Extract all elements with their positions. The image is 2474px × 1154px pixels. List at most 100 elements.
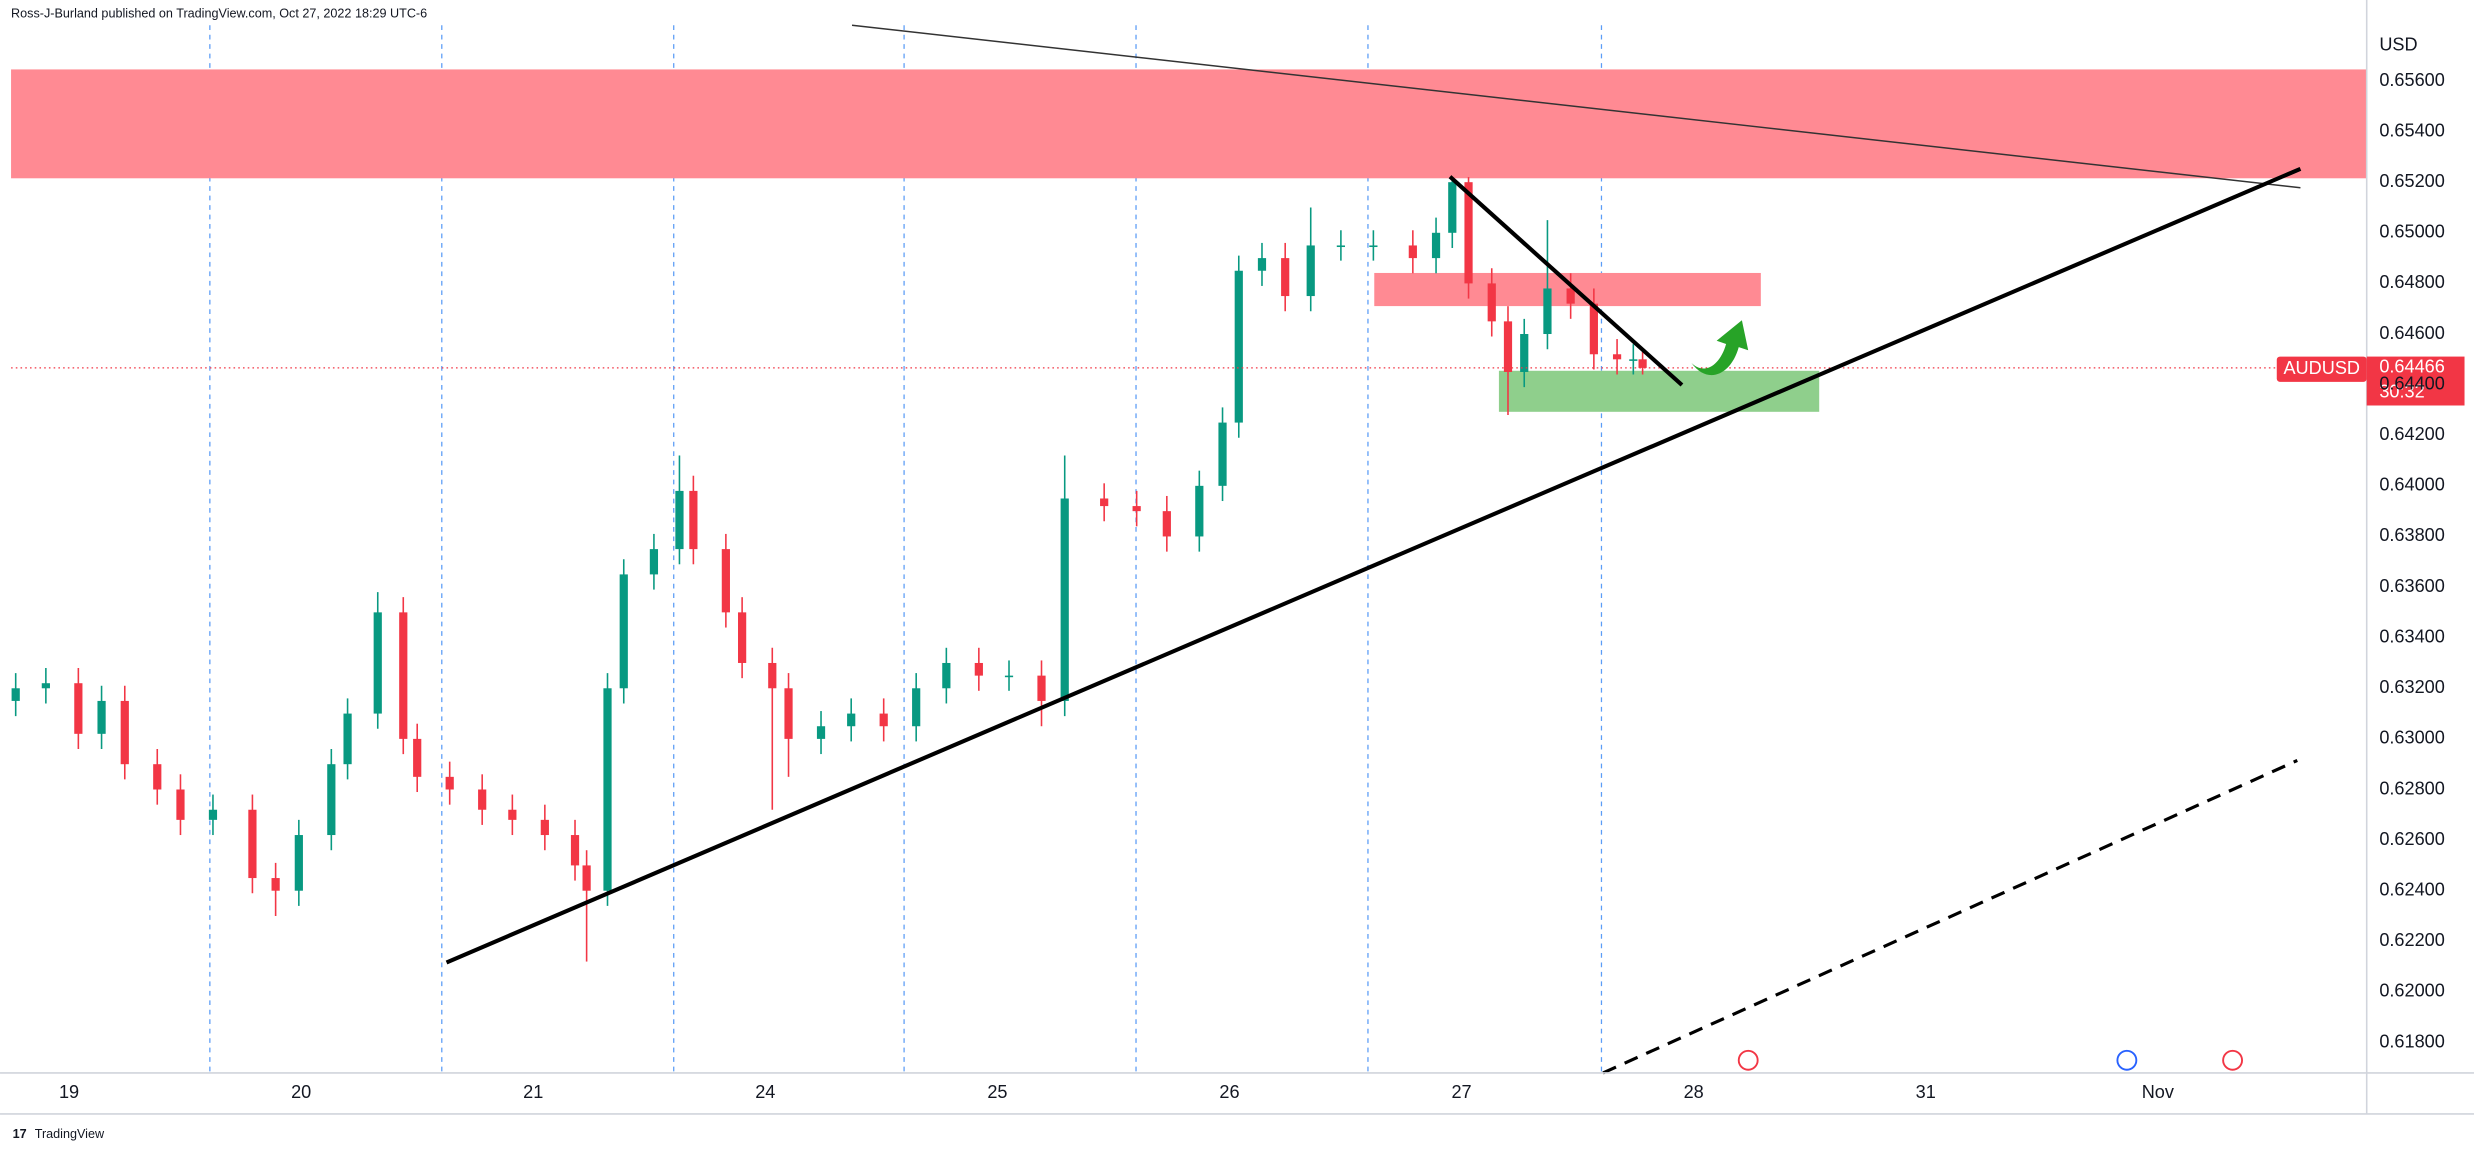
candle-body	[570, 835, 580, 866]
candle-body	[1218, 422, 1227, 486]
candle-body	[721, 549, 730, 613]
y-tick-label: 0.63000	[2379, 728, 2445, 748]
x-tick-label: 27	[1451, 1082, 1471, 1102]
y-tick-label: 0.62800	[2379, 778, 2445, 798]
candle-body	[41, 683, 50, 689]
y-tick-label: 0.64200	[2379, 424, 2445, 444]
candle-body	[176, 789, 185, 820]
x-tick-label: 25	[987, 1082, 1007, 1102]
candle-body	[1566, 288, 1575, 304]
trend-line-thin	[851, 24, 2301, 189]
candle-body	[603, 688, 612, 891]
event-icon	[2116, 1049, 2138, 1071]
event-icons	[1737, 1049, 2244, 1071]
candle-body	[847, 713, 856, 727]
candle-body	[675, 490, 684, 550]
candle-body	[373, 612, 382, 714]
candle-body	[1487, 283, 1496, 322]
candles	[11, 177, 2367, 962]
x-tick-label: 24	[755, 1082, 775, 1102]
candle-body	[1612, 354, 1622, 360]
candle-body	[1520, 334, 1529, 372]
candle-body	[74, 683, 83, 734]
candle-body	[1629, 359, 1638, 361]
y-tick-label: 0.65200	[2379, 171, 2445, 191]
y-tick-label: 0.62200	[2379, 930, 2445, 950]
trend-line-support	[445, 166, 2302, 965]
candle-body	[445, 776, 454, 790]
candle-body	[508, 809, 517, 820]
up-arrow	[1691, 320, 1749, 376]
candle-body	[1638, 359, 1647, 368]
candle-body	[1503, 321, 1513, 372]
x-tick-label: 21	[523, 1082, 543, 1102]
candle-body	[399, 612, 408, 739]
candle-body	[582, 865, 591, 891]
candle-body	[738, 612, 747, 663]
countdown: 30:32	[2379, 382, 2424, 402]
candle-body	[1257, 258, 1267, 271]
candle-body	[1408, 245, 1417, 259]
candle-body	[1037, 675, 1046, 701]
x-tick-label: 19	[59, 1082, 79, 1102]
y-tick-label: 0.62400	[2379, 880, 2445, 900]
candle-body	[1004, 675, 1014, 678]
y-tick-label: 0.64600	[2379, 323, 2445, 343]
x-tick-label: 26	[1219, 1082, 1239, 1102]
candle-body	[248, 809, 257, 879]
brand: TradingView	[35, 1127, 105, 1141]
candle-body	[689, 490, 698, 550]
candle-body	[11, 688, 20, 701]
candle-body	[1281, 258, 1290, 297]
candle-body	[1060, 498, 1069, 701]
candle-body	[1369, 245, 1378, 248]
candle-body	[540, 819, 549, 836]
candle-body	[879, 713, 888, 727]
candle-body	[153, 764, 162, 790]
candle-body	[1162, 511, 1171, 537]
trend-line-down	[1448, 175, 1684, 387]
candle-body	[649, 549, 659, 575]
candle-body	[942, 662, 951, 689]
candle-body	[120, 700, 129, 765]
candle-body	[1543, 288, 1552, 335]
y-tick-label: 0.63400	[2379, 626, 2445, 646]
candle-body	[1448, 182, 1457, 233]
y-tick-label: 0.64800	[2379, 272, 2445, 292]
candle-body	[912, 688, 921, 727]
candle-body	[1431, 232, 1441, 259]
y-tick-label: 0.62000	[2379, 981, 2445, 1001]
currency: USD	[2379, 35, 2417, 55]
y-tick-label: 0.65400	[2379, 120, 2445, 140]
candle-body	[343, 713, 352, 765]
candle-body	[1464, 182, 1473, 284]
byline: Ross-J-Burland published on TradingView.…	[11, 7, 427, 21]
brand-logo: 17	[13, 1127, 27, 1141]
candle-body	[271, 878, 280, 891]
event-icon	[1737, 1049, 1759, 1071]
y-tick-label: 0.64000	[2379, 475, 2445, 495]
y-tick-label: 0.63600	[2379, 576, 2445, 596]
candle-body	[1100, 498, 1109, 507]
candle-body	[619, 574, 628, 689]
resistance-zone	[11, 69, 2367, 179]
last-price-label: 0.64466	[2379, 357, 2445, 377]
trend-line-dashed	[1602, 759, 2298, 1075]
candle-body	[478, 789, 487, 810]
candle-body	[768, 662, 777, 689]
y-tick-label: 0.63800	[2379, 525, 2445, 545]
y-tick-label: 0.65000	[2379, 222, 2445, 242]
last-price-tag	[2366, 356, 2465, 406]
event-icon	[2222, 1049, 2244, 1071]
candle-body	[327, 764, 336, 836]
candle-body	[1234, 270, 1243, 423]
candle-body	[97, 700, 106, 734]
candle-body	[208, 809, 218, 820]
y-tick-label: 0.64400	[2379, 373, 2445, 393]
candle-body	[413, 738, 422, 777]
symbol-label: AUDUSD	[2283, 358, 2360, 378]
x-tick-label: 28	[1684, 1082, 1704, 1102]
